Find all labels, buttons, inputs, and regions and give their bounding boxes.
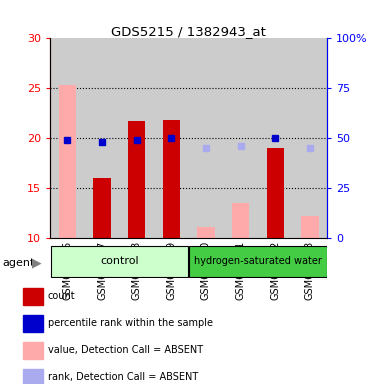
Bar xyxy=(59,85,76,238)
Bar xyxy=(162,120,180,238)
Text: percentile rank within the sample: percentile rank within the sample xyxy=(48,318,213,328)
Bar xyxy=(93,178,111,238)
Bar xyxy=(223,38,258,238)
Bar xyxy=(154,38,189,238)
Bar xyxy=(119,38,154,238)
FancyBboxPatch shape xyxy=(51,246,188,276)
Bar xyxy=(258,38,293,238)
Bar xyxy=(189,38,223,238)
Text: hydrogen-saturated water: hydrogen-saturated water xyxy=(194,256,322,266)
Text: ▶: ▶ xyxy=(32,257,42,270)
Text: agent: agent xyxy=(2,258,34,268)
Bar xyxy=(50,38,85,238)
Bar xyxy=(266,148,284,238)
Text: count: count xyxy=(48,291,75,301)
Text: rank, Detection Call = ABSENT: rank, Detection Call = ABSENT xyxy=(48,372,198,382)
Bar xyxy=(197,227,215,238)
Bar xyxy=(23,315,43,332)
Bar xyxy=(23,288,43,305)
Bar xyxy=(301,216,318,238)
FancyBboxPatch shape xyxy=(189,246,326,276)
Bar xyxy=(23,369,43,384)
Bar xyxy=(293,38,327,238)
Text: GDS5215 / 1382943_at: GDS5215 / 1382943_at xyxy=(111,25,266,38)
Text: value, Detection Call = ABSENT: value, Detection Call = ABSENT xyxy=(48,345,203,355)
Text: control: control xyxy=(100,256,139,266)
Bar xyxy=(232,203,249,238)
Bar xyxy=(128,121,145,238)
Bar xyxy=(85,38,119,238)
Bar xyxy=(23,342,43,359)
